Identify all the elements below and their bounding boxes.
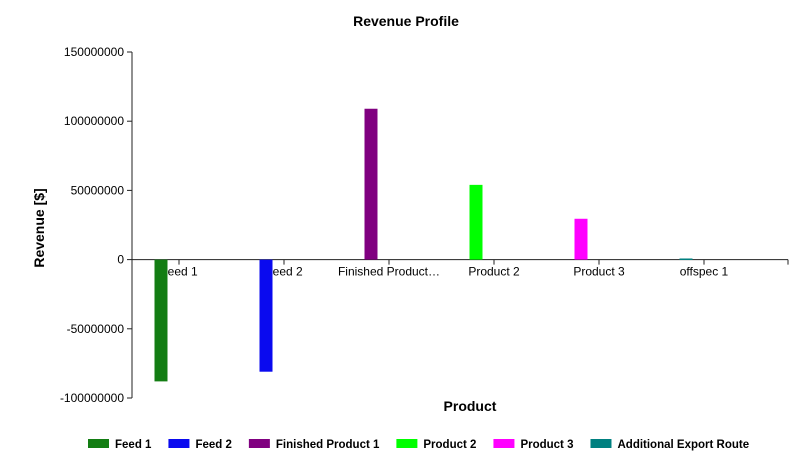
- chart-title: Revenue Profile: [353, 13, 459, 29]
- y-tick-label: -100000000: [60, 391, 124, 405]
- legend: Feed 1 Feed 2 Finished Product 1 Product 2 P…: [88, 439, 749, 451]
- legend-label: Product 2: [423, 439, 476, 451]
- x-category-label: Finished Product…: [338, 265, 440, 279]
- legend-swatch: [248, 439, 270, 448]
- legend-swatch: [396, 439, 418, 448]
- y-tick-label: -50000000: [67, 322, 125, 336]
- bar: [364, 108, 378, 260]
- legend-label: Product 3: [520, 439, 573, 451]
- bars: [154, 108, 693, 382]
- x-axis-title: Product: [444, 398, 497, 414]
- y-tick-label: 50000000: [71, 183, 125, 197]
- legend-swatch: [88, 439, 109, 448]
- bar: [154, 259, 168, 382]
- legend-label: Additional Export Route: [617, 439, 749, 451]
- bar: [574, 218, 588, 260]
- y-tick-label: 100000000: [64, 114, 124, 128]
- x-category-label: offspec 1: [680, 265, 729, 279]
- legend-swatch: [168, 439, 190, 448]
- y-axis: 150000000 100000000 50000000 0 -50000000 -100…: [60, 45, 133, 405]
- x-category-label: Feed 2: [265, 265, 303, 279]
- bar: [469, 184, 483, 260]
- x-category-label: Product 3: [573, 265, 625, 279]
- x-category-label: Product 2: [468, 265, 520, 279]
- y-tick-label: 0: [117, 253, 124, 267]
- x-axis: Feed 1 Feed 2 Finished Product… Product 2 Pr…: [132, 259, 789, 279]
- bar: [679, 258, 693, 260]
- y-axis-title: Revenue [$]: [31, 188, 47, 267]
- y-tick-label: 150000000: [64, 45, 124, 59]
- legend-label: Finished Product 1: [276, 439, 380, 451]
- legend-label: Feed 1: [115, 439, 152, 451]
- legend-label: Feed 2: [195, 439, 231, 451]
- bar: [259, 259, 273, 372]
- legend-swatch: [590, 439, 612, 448]
- legend-swatch: [493, 439, 515, 448]
- x-category-label: Feed 1: [160, 265, 198, 279]
